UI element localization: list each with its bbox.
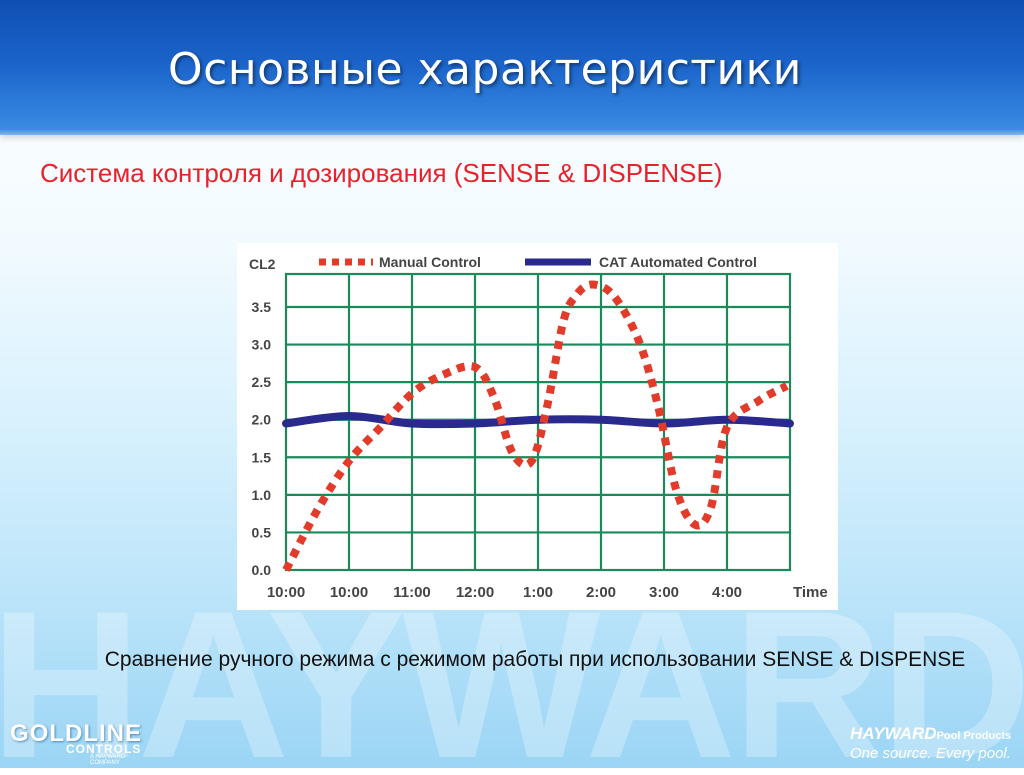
x-tick-label: 3:00 [649,584,679,601]
x-tick-label: 12:00 [456,584,494,601]
line-chart: 0.0 0.5 1.0 1.5 2.0 2.5 3.0 3.5 10:00 10:00 11:00… [249,254,828,601]
hayward-logo-suffix: Pool Products [936,730,1012,742]
legend-label-manual: Manual Control [379,254,481,270]
chart-series [282,280,794,572]
y-tick-label: 1.5 [252,449,272,465]
slide-subtitle: Система контроля и дозирования (SENSE & … [40,158,723,188]
x-axis-ticks: 10:00 10:00 11:00 12:00 1:00 2:00 3:00 4:00 [267,584,742,601]
y-axis-ticks: 0.0 0.5 1.0 1.5 2.0 2.5 3.0 3.5 [252,299,272,578]
x-tick-label: 4:00 [712,584,742,601]
x-tick-label: 2:00 [586,584,616,601]
x-axis-label: Time [793,584,828,601]
slide-title: Основные характеристики [168,44,802,95]
slide-caption: Сравнение ручного режима с режимом работ… [104,648,966,671]
y-tick-label: 2.0 [252,412,272,428]
goldline-logo-subtext: CONTROLS [66,742,142,756]
series-line-manual-control [282,280,789,572]
hayward-logo: HAYWARDPool Products One source. Every p… [850,724,1020,764]
y-tick-label: 3.5 [252,299,272,315]
y-tick-label: 3.0 [252,337,272,353]
x-tick-label: 10:00 [330,584,368,601]
background-watermark-word: HAYWARD [0,595,1024,775]
x-tick-label: 1:00 [523,584,553,601]
chart-container: 0.0 0.5 1.0 1.5 2.0 2.5 3.0 3.5 10:00 10:00 11:00… [237,243,838,610]
goldline-logo-tiny: A HAYWARD COMPANY [90,754,126,766]
y-tick-label: 0.5 [252,524,272,540]
goldline-logo-text: GOLDLINE [10,720,142,747]
x-tick-label: 11:00 [393,584,431,601]
series-line-automated-control [282,411,794,429]
y-tick-label: 2.5 [252,374,272,390]
goldline-logo: GOLDLINE CONTROLS A HAYWARD COMPANY [10,720,150,767]
title-band [0,0,1024,135]
hayward-logo-brand: HAYWARD [850,724,937,743]
chart-legend: Manual Control CAT Automated Control [319,254,757,270]
legend-label-automated: CAT Automated Control [599,254,757,270]
hayward-logo-tagline: One source. Every pool. [850,745,1011,762]
hayward-logo-text: HAYWARDPool Products [850,724,1020,744]
y-tick-label: 0.0 [252,562,272,578]
y-tick-label: 1.0 [252,487,272,503]
y-axis-label: CL2 [249,256,276,272]
x-tick-label: 10:00 [267,584,305,601]
